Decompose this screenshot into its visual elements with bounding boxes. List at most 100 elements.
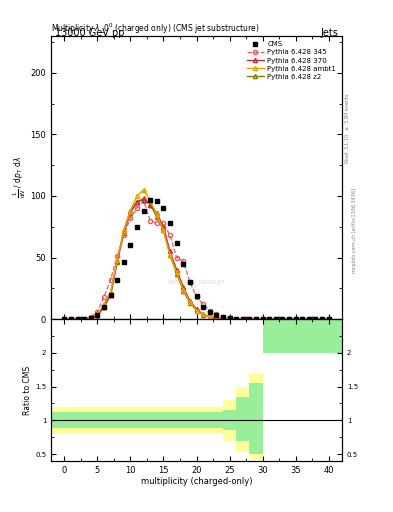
Pythia 6.428 ambt1 (128, 208, 133, 214)
Pythia 6.428 z2 (174, 270, 179, 276)
Pythia 6.428 z2 (168, 252, 173, 258)
CMS (326, 316, 331, 322)
Pythia 6.428 z2 (161, 227, 166, 233)
Pythia 6.428 370 (208, 314, 212, 320)
Y-axis label: Ratio to CMS: Ratio to CMS (23, 366, 32, 415)
Pythia 6.428 345 (95, 309, 100, 315)
Pythia 6.428 370 (141, 197, 146, 203)
Pythia 6.428 ambt1 (247, 316, 252, 322)
Pythia 6.428 ambt1 (75, 316, 80, 322)
Pythia 6.428 370 (154, 210, 159, 216)
Pythia 6.428 z2 (154, 214, 159, 220)
Pythia 6.428 370 (135, 199, 140, 205)
Pythia 6.428 ambt1 (313, 316, 318, 322)
Pythia 6.428 z2 (82, 316, 86, 322)
Pythia 6.428 z2 (326, 316, 331, 322)
Pythia 6.428 345 (307, 316, 311, 322)
Pythia 6.428 345 (75, 316, 80, 322)
Pythia 6.428 345 (267, 316, 272, 322)
CMS (194, 293, 199, 299)
Pythia 6.428 z2 (128, 210, 133, 216)
Pythia 6.428 z2 (274, 316, 278, 322)
CMS (187, 279, 192, 285)
CMS (253, 316, 258, 322)
Pythia 6.428 370 (75, 316, 80, 322)
Pythia 6.428 370 (241, 316, 245, 322)
Pythia 6.428 z2 (267, 316, 272, 322)
CMS (274, 316, 278, 322)
Pythia 6.428 345 (88, 314, 93, 320)
Pythia 6.428 ambt1 (108, 289, 113, 295)
Pythia 6.428 ambt1 (253, 316, 258, 322)
Pythia 6.428 370 (267, 316, 272, 322)
Pythia 6.428 370 (220, 315, 225, 322)
Text: Rivet 3.1.10, $\geq$ 3.3M events: Rivet 3.1.10, $\geq$ 3.3M events (344, 92, 351, 164)
Text: Multiplicity $\lambda$_0$^0$ (charged only) (CMS jet substructure): Multiplicity $\lambda$_0$^0$ (charged on… (51, 22, 260, 36)
Pythia 6.428 345 (214, 311, 219, 317)
Pythia 6.428 ambt1 (293, 316, 298, 322)
CMS (161, 205, 166, 211)
Pythia 6.428 345 (141, 198, 146, 204)
Pythia 6.428 z2 (234, 316, 239, 322)
CMS (227, 315, 232, 321)
Pythia 6.428 ambt1 (208, 314, 212, 320)
CMS (260, 316, 265, 322)
Pythia 6.428 345 (115, 253, 119, 260)
Pythia 6.428 ambt1 (300, 316, 305, 322)
Pythia 6.428 370 (253, 316, 258, 322)
Pythia 6.428 370 (102, 304, 107, 310)
Pythia 6.428 z2 (227, 316, 232, 322)
Pythia 6.428 z2 (148, 202, 152, 208)
CMS (201, 304, 206, 310)
CMS (300, 316, 305, 322)
CMS (128, 242, 133, 248)
CMS (141, 208, 146, 214)
Pythia 6.428 ambt1 (267, 316, 272, 322)
CMS (241, 316, 245, 322)
CMS (220, 314, 225, 320)
Line: Pythia 6.428 370: Pythia 6.428 370 (62, 198, 331, 321)
Pythia 6.428 ambt1 (326, 316, 331, 322)
CMS (247, 316, 252, 322)
CMS (108, 291, 113, 297)
Pythia 6.428 345 (128, 215, 133, 221)
Pythia 6.428 z2 (241, 316, 245, 322)
Pythia 6.428 345 (187, 279, 192, 285)
Pythia 6.428 370 (234, 316, 239, 322)
Line: Pythia 6.428 ambt1: Pythia 6.428 ambt1 (62, 188, 331, 321)
Pythia 6.428 370 (108, 291, 113, 297)
Pythia 6.428 ambt1 (201, 311, 206, 317)
Pythia 6.428 345 (241, 316, 245, 322)
CMS (174, 240, 179, 246)
Pythia 6.428 345 (320, 316, 325, 322)
Pythia 6.428 345 (62, 316, 67, 322)
Pythia 6.428 z2 (247, 316, 252, 322)
Pythia 6.428 ambt1 (95, 311, 100, 317)
Pythia 6.428 370 (286, 316, 291, 322)
Pythia 6.428 345 (181, 258, 185, 264)
Pythia 6.428 ambt1 (102, 301, 107, 307)
Pythia 6.428 345 (326, 316, 331, 322)
CMS (168, 220, 173, 226)
Pythia 6.428 z2 (280, 316, 285, 322)
Pythia 6.428 ambt1 (214, 315, 219, 321)
Pythia 6.428 345 (274, 316, 278, 322)
Pythia 6.428 345 (102, 294, 107, 300)
Pythia 6.428 370 (320, 316, 325, 322)
Pythia 6.428 370 (260, 316, 265, 322)
Pythia 6.428 345 (208, 307, 212, 313)
Pythia 6.428 345 (121, 232, 126, 239)
Pythia 6.428 370 (62, 316, 67, 322)
Pythia 6.428 ambt1 (161, 227, 166, 233)
Pythia 6.428 ambt1 (148, 198, 152, 204)
Pythia 6.428 345 (194, 294, 199, 300)
Pythia 6.428 z2 (320, 316, 325, 322)
Pythia 6.428 z2 (108, 291, 113, 297)
Pythia 6.428 345 (280, 316, 285, 322)
CMS (95, 312, 100, 318)
Pythia 6.428 z2 (121, 230, 126, 236)
Pythia 6.428 ambt1 (194, 307, 199, 313)
Pythia 6.428 ambt1 (115, 257, 119, 263)
Pythia 6.428 370 (300, 316, 305, 322)
Pythia 6.428 z2 (187, 300, 192, 306)
